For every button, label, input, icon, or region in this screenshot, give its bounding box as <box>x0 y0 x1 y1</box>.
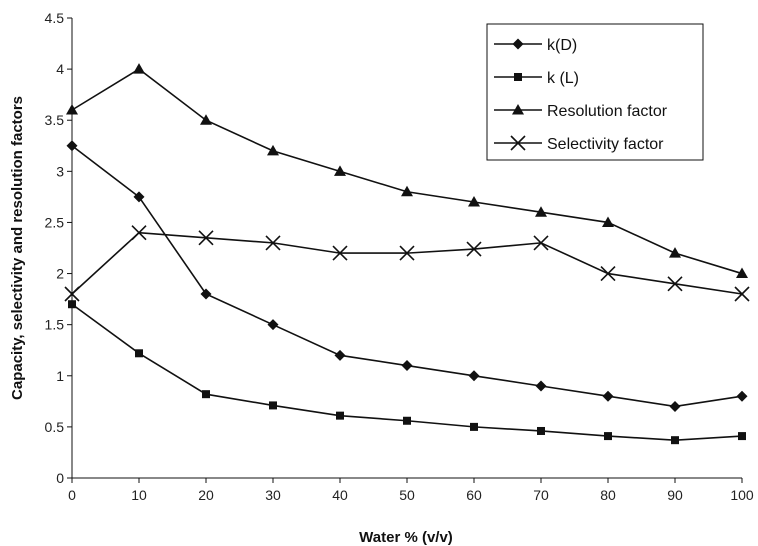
data-point <box>600 265 616 282</box>
data-point <box>202 390 210 399</box>
series-layer <box>64 63 750 445</box>
data-point <box>399 245 415 261</box>
series-triangle <box>66 63 748 279</box>
legend-label: k (L) <box>547 70 579 87</box>
data-point <box>267 144 279 156</box>
data-point <box>68 300 76 309</box>
data-point <box>401 185 413 197</box>
data-point <box>336 411 344 420</box>
legend-label: Selectivity factor <box>547 136 664 153</box>
y-tick-label: 1.5 <box>45 317 65 333</box>
data-point <box>200 114 212 125</box>
legend-entry: k(D) <box>494 37 577 54</box>
data-point <box>736 267 748 279</box>
data-point <box>401 360 413 372</box>
y-tick-label: 1 <box>56 368 64 384</box>
x-tick-label: 90 <box>667 487 683 503</box>
legend-marker <box>512 104 524 115</box>
y-tick-label: 3 <box>56 163 64 179</box>
data-point <box>602 390 614 402</box>
data-point <box>470 422 478 431</box>
data-point <box>133 191 145 203</box>
data-point <box>265 235 281 251</box>
data-point <box>535 380 547 392</box>
data-point <box>332 245 348 261</box>
data-point <box>669 247 681 258</box>
legend-marker <box>512 38 524 50</box>
data-point <box>671 436 679 445</box>
y-tick-label: 2 <box>56 266 64 282</box>
series-diamond <box>66 140 748 412</box>
data-point <box>64 286 80 302</box>
legend-marker <box>510 135 526 151</box>
y-tick-label: 0 <box>56 470 64 486</box>
x-tick-label: 0 <box>68 487 76 503</box>
legend-label: k(D) <box>547 37 577 54</box>
y-tick-label: 4.5 <box>45 10 65 26</box>
data-point <box>66 104 78 115</box>
x-axis-title: Water % (v/v) <box>359 529 453 546</box>
x-tick-label: 100 <box>730 487 754 503</box>
x-tick-label: 40 <box>332 487 348 503</box>
data-point <box>738 432 746 441</box>
x-tick-label: 10 <box>131 487 147 503</box>
data-point <box>267 319 279 331</box>
series-line <box>71 231 743 295</box>
x-tick-label: 80 <box>600 487 616 503</box>
y-axis-title: Capacity, selectivity and resolution fac… <box>9 96 26 400</box>
data-point <box>535 206 547 217</box>
data-point <box>734 286 750 302</box>
data-point <box>334 349 346 361</box>
x-tick-label: 60 <box>466 487 482 503</box>
x-tick-label: 20 <box>198 487 214 503</box>
legend-entry: k (L) <box>494 70 579 87</box>
y-tick-label: 3.5 <box>45 112 65 128</box>
data-point <box>667 276 683 292</box>
data-point <box>133 63 145 74</box>
y-tick-label: 4 <box>56 61 64 77</box>
data-point <box>131 225 147 241</box>
data-point <box>135 349 143 358</box>
x-tick-label: 50 <box>399 487 415 503</box>
x-tick-label: 70 <box>533 487 549 503</box>
data-point <box>66 140 78 152</box>
series-x <box>64 225 750 302</box>
y-tick-label: 2.5 <box>45 214 65 230</box>
data-point <box>269 401 277 410</box>
data-point <box>468 370 480 382</box>
data-point <box>533 235 549 251</box>
legend-label: Resolution factor <box>547 103 668 120</box>
data-point <box>736 390 748 402</box>
data-point <box>468 196 480 207</box>
x-tick-label: 30 <box>265 487 281 503</box>
data-point <box>198 230 214 246</box>
legend: k(D) k (L) Resolution factor Selectivity fa… <box>486 23 704 161</box>
data-point <box>602 216 614 227</box>
data-point <box>669 400 681 412</box>
legend-marker <box>514 73 522 81</box>
data-point <box>604 432 612 441</box>
legend-entry: Selectivity factor <box>494 135 664 153</box>
data-point <box>200 288 212 300</box>
data-point <box>403 416 411 425</box>
series-square <box>68 300 746 445</box>
data-point <box>537 426 545 435</box>
axes: 0 0.5 1 1.5 2 2.5 3 3.5 4 4.5 0 10 20 30 40 50 60 70 80 90 1… <box>45 10 754 503</box>
y-tick-label: 0.5 <box>45 419 65 435</box>
data-point <box>334 165 346 176</box>
legend-entry: Resolution factor <box>494 103 668 120</box>
data-point <box>466 241 482 257</box>
